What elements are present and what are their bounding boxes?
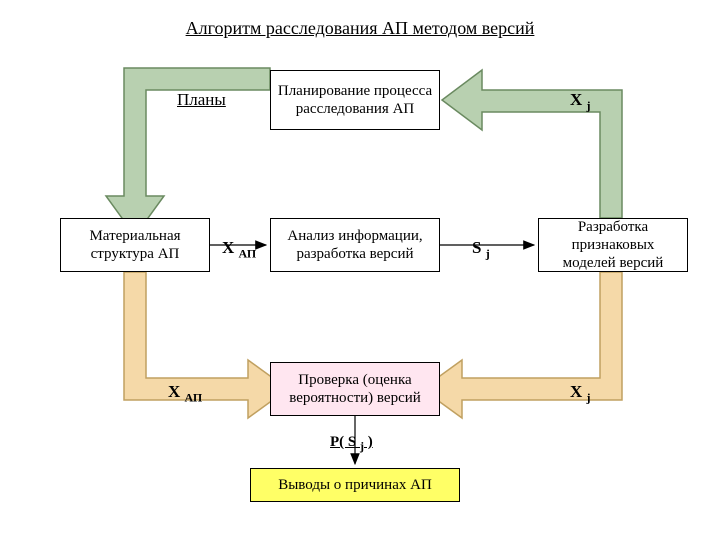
box-conclusion: Выводы о причинах АП xyxy=(250,468,460,502)
label-psj: P( S j ) xyxy=(330,434,373,454)
label-xap-low: X АП xyxy=(168,382,202,405)
box-planning: Планирование процесса расследования АП xyxy=(270,70,440,130)
box-material: Материальная структура АП xyxy=(60,218,210,272)
box-check: Проверка (оценка вероятности) версий xyxy=(270,362,440,416)
label-plans: Планы xyxy=(177,90,226,110)
label-xj-top: X j xyxy=(570,90,591,113)
diagram-title: Алгоритм расследования АП методом версий xyxy=(0,18,720,39)
label-xj-low: X j xyxy=(570,382,591,405)
label-sj: S j xyxy=(472,238,490,261)
label-xap-mid: X АП xyxy=(222,238,256,261)
box-develop: Разработка признаковых моделей версий xyxy=(538,218,688,272)
box-analysis: Анализ информации, разработка версий xyxy=(270,218,440,272)
